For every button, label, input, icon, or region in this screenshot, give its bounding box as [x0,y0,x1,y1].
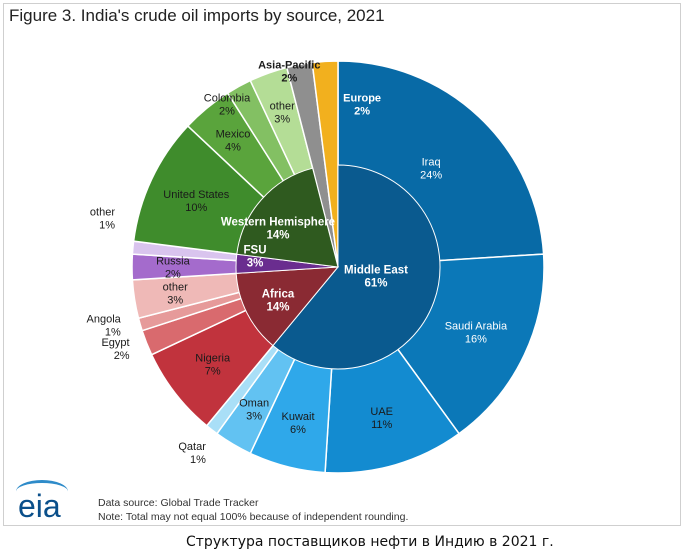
inner-label-middle-east: Middle East 61% [344,265,408,290]
slice-europe-17 [311,60,339,268]
eia-logo: eia [18,488,61,524]
label-qatar-5: Qatar 1% [178,441,206,466]
label-europe-17: Europe 2% [343,93,381,118]
source-note: Data source: Global Trade Tracker Note: … [98,496,408,524]
label-united-states-12: United States 10% [163,189,230,214]
label-colombia-14: Colombia 2% [204,93,251,118]
label-angola-8: Angola 1% [87,313,122,338]
rounding-note-text: Note: Total may not equal 100% because o… [98,511,409,523]
label-iraq-0: Iraq 24% [420,156,442,181]
label-other-15: other 3% [270,100,295,125]
data-source-text: Data source: Global Trade Tracker [98,497,259,509]
inner-slice-western-hemisphere [236,167,339,268]
label-oman-4: Oman 3% [239,397,269,422]
label-nigeria-6: Nigeria 7% [195,353,231,378]
label-kuwait-3: Kuwait 6% [281,411,314,436]
label-saudi-arabia-1: Saudi Arabia 16% [445,320,508,345]
label-uae-2: UAE 11% [370,406,393,431]
label-other-11: other 1% [90,207,115,232]
inner-ring [235,164,441,370]
label-egypt-7: Egypt 2% [101,337,129,362]
inner-slice-africa [235,266,340,347]
inner-slice-middle-east [272,164,441,370]
eia-logo-arc [16,480,68,503]
inner-label-africa: Africa 14% [262,289,295,314]
inner-label-western-hemisphere: Western Hemisphere 14% [221,217,335,242]
label-mexico-13: Mexico 4% [216,129,251,154]
label-asia-pacific-16: Asia-Pacific 2% [258,59,320,84]
chart-title: Figure 3. India's crude oil imports by s… [9,6,385,25]
label-other-9: other 3% [163,281,188,306]
caption: Структура поставщиков нефти в Индию в 20… [186,534,554,550]
label-russia-10: Russia 2% [156,256,191,281]
inner-label-fsu: FSU 3% [244,245,267,270]
slice-labels: Iraq 24% Saudi Arabia 16% UAE 11% Kuwait 6% Oman… [87,59,508,466]
